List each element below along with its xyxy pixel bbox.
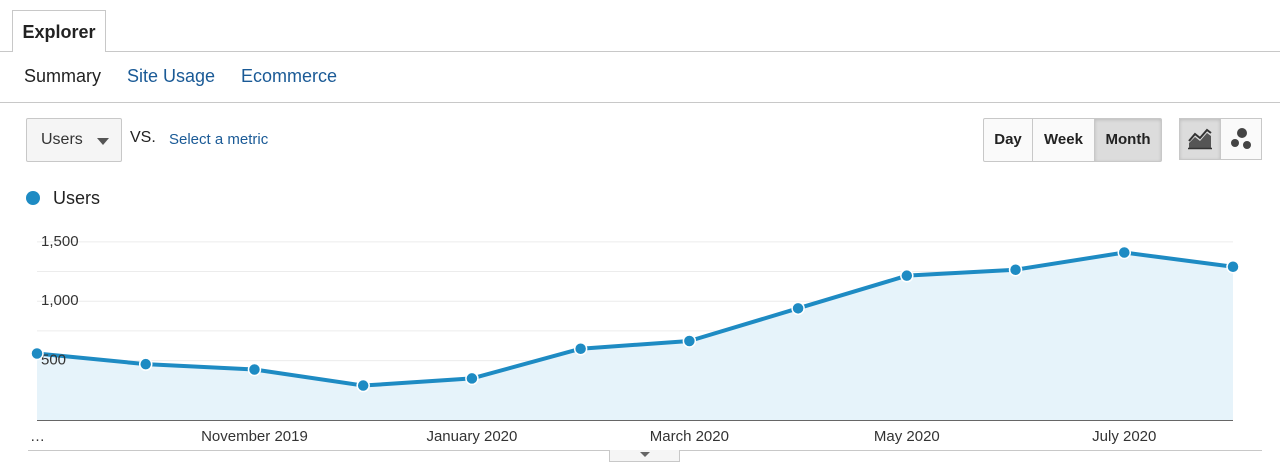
y-tick-label: 500 xyxy=(41,352,66,369)
motion-chart-icon xyxy=(1231,128,1251,149)
week-button[interactable]: Week xyxy=(1032,118,1095,162)
x-tick-label: … xyxy=(30,428,45,445)
chart-view-toggle xyxy=(1179,118,1262,160)
data-point[interactable] xyxy=(356,378,370,393)
data-point[interactable] xyxy=(1117,245,1132,260)
month-button[interactable]: Month xyxy=(1094,118,1162,162)
x-tick-label: November 2019 xyxy=(201,428,308,445)
vs-label: VS. xyxy=(130,129,156,146)
series-line-users xyxy=(36,250,1234,388)
data-point[interactable] xyxy=(465,371,479,386)
y-tick-label: 1,000 xyxy=(41,292,79,309)
x-tick-label: May 2020 xyxy=(874,428,940,445)
data-point[interactable] xyxy=(247,362,262,377)
expand-chart-handle[interactable] xyxy=(609,450,680,462)
legend-label: Users xyxy=(53,188,101,208)
tab-explorer[interactable]: Explorer xyxy=(12,10,106,52)
x-tick-label: March 2020 xyxy=(650,428,729,445)
subnav-ecommerce[interactable]: Ecommerce xyxy=(241,66,338,86)
tab-bar: Explorer xyxy=(0,0,1280,52)
data-point[interactable] xyxy=(30,346,44,361)
subnav-summary[interactable]: Summary xyxy=(24,66,102,86)
day-button[interactable]: Day xyxy=(983,118,1033,162)
x-axis-labels: … November 2019 January 2020 March 2020 May … xyxy=(30,428,1156,445)
select-metric-link[interactable]: Select a metric xyxy=(169,131,269,148)
series-area-users xyxy=(37,252,1233,420)
data-point[interactable] xyxy=(1226,260,1240,274)
line-chart-button[interactable] xyxy=(1179,118,1221,160)
sub-navigation: Summary Site Usage Ecommerce xyxy=(0,52,1280,103)
subnav-divider xyxy=(0,102,1280,103)
users-chart: 500 1,000 1,500 … November 2019 January 2020… xyxy=(30,233,1240,445)
data-point[interactable] xyxy=(1008,262,1023,277)
chart-points xyxy=(30,245,1240,393)
data-point[interactable] xyxy=(138,357,153,371)
data-point[interactable] xyxy=(682,334,697,348)
data-point[interactable] xyxy=(791,301,805,316)
x-tick-label: July 2020 xyxy=(1092,428,1156,445)
subnav-site-usage[interactable]: Site Usage xyxy=(127,66,216,86)
metric-select-value: Users xyxy=(41,131,83,148)
data-point[interactable] xyxy=(900,268,914,283)
tab-bar-divider xyxy=(0,51,1280,52)
y-tick-label: 1,500 xyxy=(41,233,79,250)
motion-chart-button[interactable] xyxy=(1220,118,1262,160)
x-tick-label: January 2020 xyxy=(426,428,517,445)
legend-swatch xyxy=(26,191,40,205)
metric-select[interactable]: Users xyxy=(26,118,122,162)
granularity-toggle: Day Week Month xyxy=(983,118,1162,162)
chart-area xyxy=(36,250,1234,420)
caret-down-icon xyxy=(640,452,650,457)
chevron-down-icon xyxy=(97,138,109,145)
line-chart-icon xyxy=(1188,128,1212,150)
data-point[interactable] xyxy=(573,341,588,356)
y-axis-labels: 500 1,000 1,500 xyxy=(41,233,79,369)
